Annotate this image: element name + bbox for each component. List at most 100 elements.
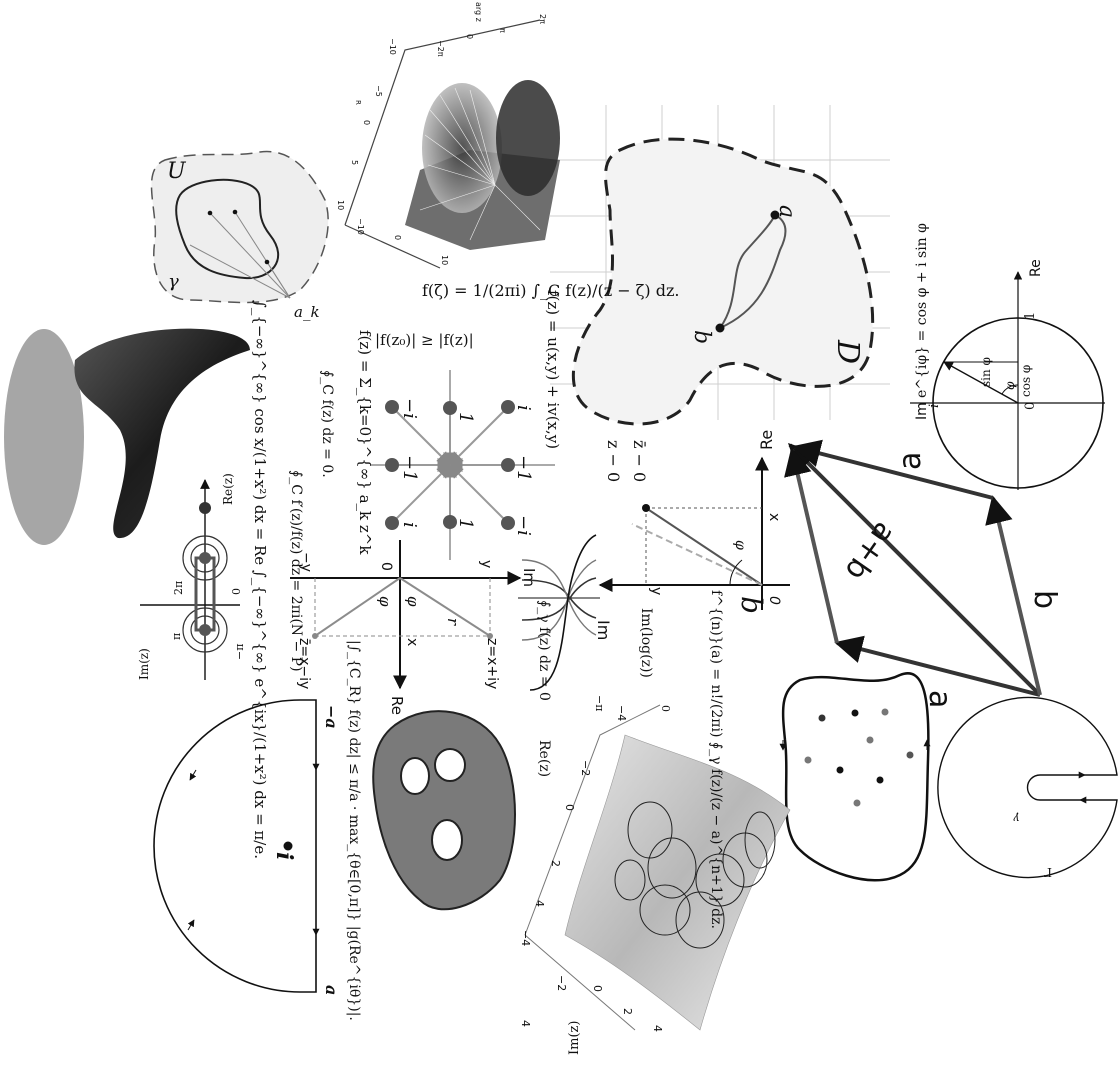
label-im: Im	[914, 402, 930, 420]
euler-formula: e^{iφ} = cos φ + i sin φ	[914, 223, 930, 398]
hole-2	[434, 748, 466, 782]
semicircle-path	[153, 699, 317, 993]
vector-b-shift	[784, 447, 839, 644]
tick-sb3: 0	[563, 804, 576, 811]
tick-sa2: −4	[519, 930, 532, 946]
pole-i	[283, 841, 293, 851]
tick-b3: π	[498, 28, 507, 33]
surface-box	[524, 704, 661, 936]
sheet-mid-point	[199, 552, 211, 564]
argument-principle-blob	[779, 672, 931, 882]
tick-sa3: −2	[555, 975, 568, 991]
label-one: 1	[1023, 312, 1038, 320]
euler-unit-circle: e^{iφ} = cos φ + i sin φ Im Re i 1 0 sin…	[910, 223, 1105, 490]
root-i-tr: i	[513, 405, 534, 411]
formula-ml-estimate: |∫_{C_R} f(z) dz| ≤ π/a · max_{θ∈[0,π]} …	[346, 640, 362, 1021]
tick-sb1: 4	[533, 900, 546, 907]
tick-b4: 2π	[538, 14, 547, 24]
winding-rays	[189, 211, 291, 299]
label-z-minus: z − 0	[604, 440, 623, 482]
spiral-3d-plot: 10 5 0 −5 −10 −2π 0 π 2π arg z 10 0 −10 …	[336, 2, 560, 269]
formula-cauchy-integral: f(ζ) = 1/(2πi) ∫_C f(z)/(z − ζ) dz.	[422, 281, 680, 300]
label-d: D	[830, 339, 865, 364]
label-zero: 0	[230, 588, 243, 595]
label-a: a	[774, 205, 799, 218]
tick-sa1: 4	[519, 1020, 532, 1027]
box-edge	[344, 19, 541, 226]
label-gamma-small: γ	[1013, 812, 1020, 825]
winding-region-u: U γ a_k	[150, 150, 329, 321]
label-a-bottom: a	[922, 690, 957, 708]
label-mpi: −π	[233, 644, 246, 660]
surface-sheet	[564, 734, 791, 1031]
z-point	[642, 504, 650, 512]
formula-argument-principle: ∮_C f′(z)/f(z) dz = 2πi(N − P)	[288, 470, 304, 672]
domain-d: a b D	[550, 105, 890, 426]
label-a-top: a	[893, 452, 928, 470]
label-a-plus-b: a+b	[838, 515, 903, 586]
surface-loops	[614, 801, 776, 949]
flat-disk	[4, 329, 84, 545]
branch-2	[521, 579, 597, 619]
formula-cauchy-theorem: ∮_γ f(z) dz = 0	[536, 600, 552, 701]
euler-radius	[943, 361, 1019, 404]
z-vector	[645, 507, 763, 586]
riemann-sheets-diagram: Re(z) Im(z) π −π 2π 0	[137, 473, 246, 680]
label-b-right: b	[1027, 590, 1062, 609]
tick-zero: 0	[659, 705, 672, 712]
label-ak: a_k	[294, 303, 320, 321]
formula-re-z: Re(z)	[536, 740, 552, 777]
surface-box-2	[524, 934, 636, 1031]
axis-r: R	[354, 100, 362, 105]
polar-vector-diagram: Re Im x y φ 0 b z − 0 z̄ − 0	[594, 430, 790, 640]
formula-max-modulus: |f(z₀)| ≥ |f(z)|	[375, 331, 474, 349]
domain-boundary	[571, 137, 875, 426]
conjugate-diagram: Im Re y −y x r φ φ 0 z=x+iy z̄=x−iy	[290, 540, 538, 715]
label-mphi: φ	[376, 596, 394, 607]
tick-b1: −2π	[436, 40, 445, 57]
label-zero: 0	[1023, 402, 1038, 410]
arrow-4	[187, 919, 195, 931]
label-y: y	[478, 560, 494, 568]
formula-cauchy-derivative: f^{(n)}(a) = n!/(2πi) ∮_γ f(z)/(z − a)^{…	[708, 590, 724, 929]
formula-uv: f(z) = u(x,y) + iv(x,y)	[544, 290, 562, 449]
roots-spokes	[391, 406, 509, 524]
roots-of-unity: 1 1 −1 −1 i i −i −i	[370, 370, 555, 560]
label-im-log: Im(log(z))	[638, 608, 654, 678]
tick-pi-neg: −π	[593, 695, 606, 711]
sheet-low-point	[199, 624, 211, 636]
sheet-top-point	[199, 502, 211, 514]
keyhole-path	[937, 696, 1118, 879]
label-phi: φ	[1003, 381, 1017, 390]
tick-a2: 5	[350, 160, 359, 165]
curve-gamma	[175, 178, 280, 280]
pole-3	[264, 259, 270, 265]
vector-a	[834, 635, 1041, 697]
tick-b2: 0	[465, 34, 474, 39]
label-re: Re	[757, 430, 776, 450]
keyhole-contour: γ Γ	[937, 696, 1118, 879]
arrow-3	[189, 769, 197, 781]
horn-surface	[74, 328, 250, 539]
vector-b	[985, 495, 1042, 696]
tick-sa5: 2	[621, 1008, 634, 1015]
z-ray	[399, 577, 491, 637]
label-cos: cos φ	[1019, 365, 1033, 397]
im-log-plot: Im(log(z))	[518, 534, 654, 691]
blob-points	[804, 708, 914, 807]
axis-arg: arg z	[474, 2, 483, 22]
root-mone-left: −1	[399, 455, 420, 482]
zbar-vector	[631, 523, 763, 586]
formula-cauchy-goursat: ∮_C f(z) dz = 0.	[319, 370, 335, 478]
riemann-surface-pair	[4, 328, 250, 545]
label-ma: −a	[322, 705, 341, 729]
label-zbar-minus: z̄ − 0	[630, 440, 649, 482]
tick-sa4: 0	[591, 985, 604, 992]
path-1	[719, 214, 776, 329]
label-y: y	[648, 587, 664, 595]
root-mone-right: −1	[513, 455, 534, 482]
phi-arc	[1001, 384, 1019, 395]
point-a	[770, 210, 780, 220]
spiral-mesh	[419, 87, 541, 241]
hole-3	[431, 819, 463, 861]
